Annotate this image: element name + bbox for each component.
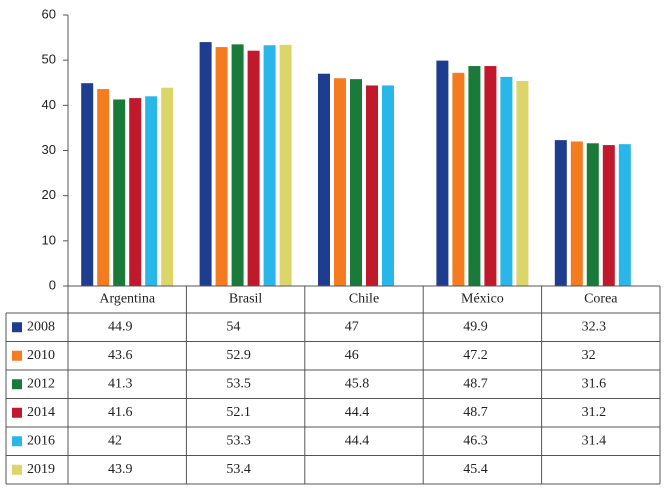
bar <box>199 42 212 286</box>
legend-swatch <box>12 407 22 418</box>
table-cell: 31.4 <box>582 433 607 448</box>
bar <box>602 145 615 286</box>
table-cell: 45.8 <box>345 376 370 391</box>
bar <box>570 141 583 286</box>
x-tick-label: México <box>461 292 504 307</box>
bar <box>382 85 394 287</box>
legend-swatch <box>12 350 22 361</box>
legend-label: 2012 <box>27 376 55 391</box>
x-tick-label: Argentina <box>99 292 156 307</box>
bar <box>586 143 599 286</box>
table-cell: 48.7 <box>463 376 488 391</box>
y-tick-label: 50 <box>42 52 56 67</box>
bar <box>452 72 465 287</box>
bar <box>554 140 567 286</box>
bar <box>350 79 362 287</box>
x-tick-label: Brasil <box>229 292 263 307</box>
bar <box>81 83 94 287</box>
table-cell: 45.4 <box>463 462 488 477</box>
table-cell: 48.7 <box>463 405 488 420</box>
table-cell: 44.4 <box>345 405 370 420</box>
table-cell: 41.3 <box>108 376 133 391</box>
y-tick-label: 60 <box>42 6 56 21</box>
bar <box>366 85 378 287</box>
bar <box>279 44 292 287</box>
bar <box>618 144 631 286</box>
table-cell: 31.6 <box>582 376 607 391</box>
legend-swatch <box>12 379 22 390</box>
y-tick-label: 20 <box>42 187 56 202</box>
bar <box>484 66 497 286</box>
table-cell: 46 <box>345 348 359 363</box>
table-cell: 43.6 <box>108 348 133 363</box>
bar <box>97 89 110 286</box>
x-tick-label: Chile <box>349 292 379 307</box>
table-cell: 44.4 <box>345 433 370 448</box>
y-tick-label: 30 <box>42 142 56 157</box>
legend-swatch <box>12 464 22 475</box>
table-cell: 54 <box>226 319 240 334</box>
bar <box>231 44 244 286</box>
bar <box>215 47 228 287</box>
bar <box>145 96 158 286</box>
legend-label: 2016 <box>27 433 55 448</box>
x-tick-label: Corea <box>584 292 618 307</box>
table-cell: 43.9 <box>108 462 133 477</box>
table-cell: 52.9 <box>226 348 251 363</box>
bar <box>129 98 142 287</box>
y-tick-label: 40 <box>42 97 56 112</box>
legend-swatch <box>12 436 22 447</box>
bar <box>516 80 529 287</box>
bar <box>500 76 513 287</box>
bar <box>318 73 330 286</box>
table-cell: 52.1 <box>226 405 251 420</box>
legend-label: 2008 <box>27 319 55 334</box>
table-cell: 44.9 <box>108 319 133 334</box>
y-tick-label: 0 <box>49 277 56 292</box>
table-cell: 31.2 <box>582 405 607 420</box>
table-cell: 53.4 <box>226 462 251 477</box>
table-cell: 42 <box>108 433 122 448</box>
bar <box>263 45 276 287</box>
table-cell: 32 <box>582 348 596 363</box>
table-cell: 53.5 <box>226 376 251 391</box>
y-tick-label: 10 <box>42 232 56 247</box>
bar <box>161 87 174 287</box>
bar <box>436 60 449 286</box>
legend-swatch <box>12 322 22 333</box>
table-cell: 49.9 <box>463 319 488 334</box>
legend-label: 2010 <box>27 348 55 363</box>
table-cell: 32.3 <box>582 319 607 334</box>
bar <box>247 50 260 286</box>
bar <box>468 66 481 286</box>
table-cell: 46.3 <box>463 433 488 448</box>
bar <box>334 78 346 286</box>
legend-label: 2019 <box>27 462 55 477</box>
table-cell: 47 <box>345 319 359 334</box>
table-cell: 41.6 <box>108 405 133 420</box>
table-cell: 47.2 <box>463 348 488 363</box>
bar <box>113 99 126 286</box>
legend-label: 2014 <box>27 405 55 420</box>
table-cell: 53.3 <box>226 433 251 448</box>
